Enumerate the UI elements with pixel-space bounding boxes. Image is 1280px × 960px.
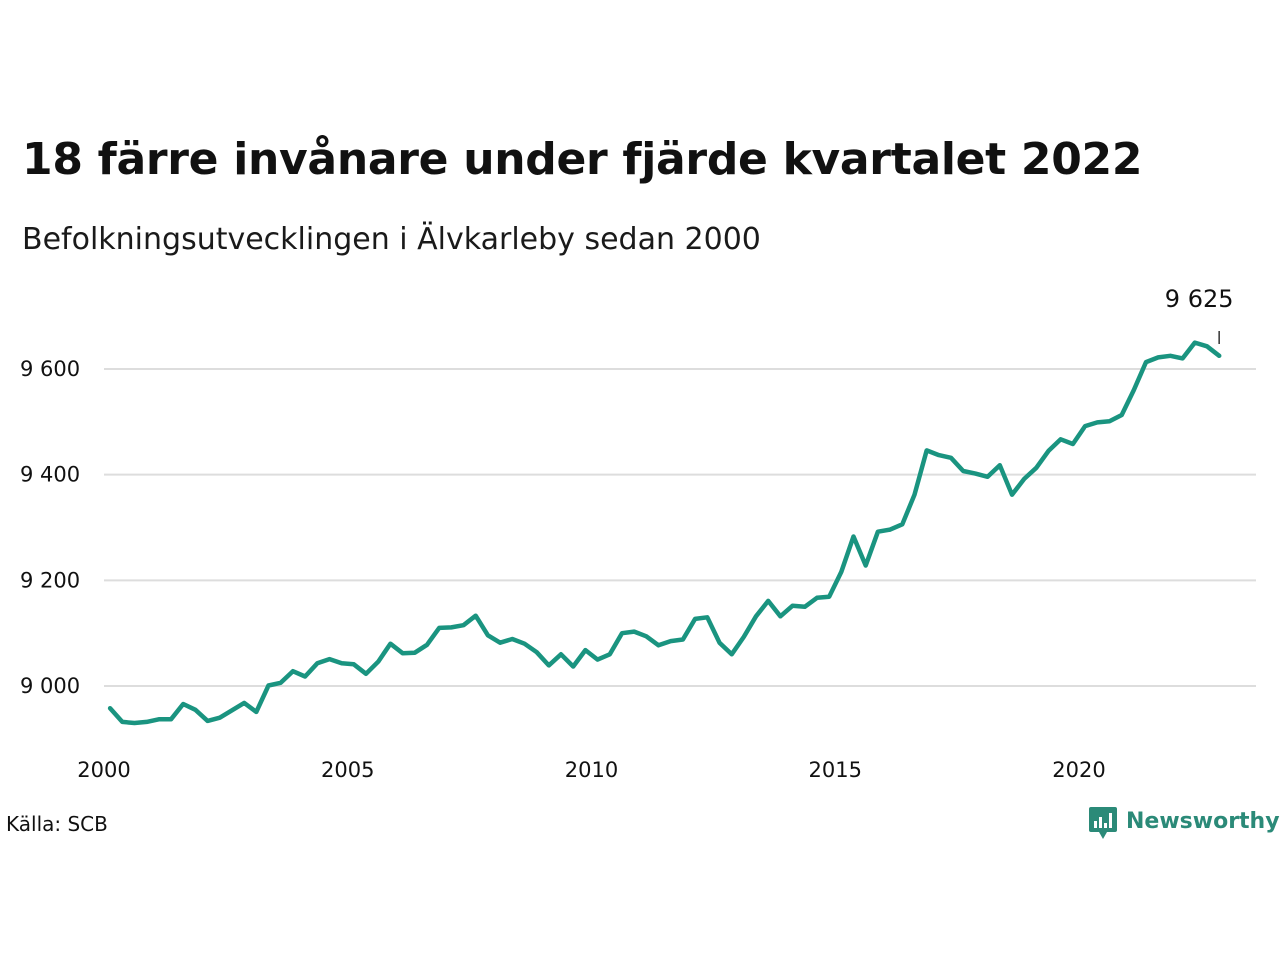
annotation-label: 9 625 — [1165, 285, 1234, 313]
y-tick-label: 9 200 — [20, 568, 80, 592]
x-tick-label: 2015 — [809, 758, 862, 782]
chart-title: 18 färre invånare under fjärde kvartalet… — [22, 134, 1143, 185]
x-axis-ticks: 2000 2005 2010 2015 2020 — [77, 758, 1105, 782]
x-tick-label: 2000 — [77, 758, 130, 782]
annotations: 9 625 — [1165, 285, 1234, 344]
newsworthy-chart-icon — [1089, 807, 1117, 839]
series-line — [107, 340, 1222, 726]
y-tick-label: 9 000 — [20, 674, 80, 698]
series-layer — [107, 340, 1222, 726]
gridlines — [104, 368, 1256, 687]
brand-name: Newsworthy — [1126, 809, 1280, 834]
source-note: Källa: SCB — [6, 812, 108, 836]
x-tick-label: 2010 — [565, 758, 618, 782]
x-tick-label: 2005 — [321, 758, 374, 782]
chart-subtitle: Befolkningsutvecklingen i Älvkarleby sed… — [22, 222, 761, 257]
newsworthy-logo[interactable]: Newsworthy — [1088, 804, 1280, 840]
y-tick-label: 9 600 — [20, 357, 80, 381]
y-axis-ticks: 9 000 9 200 9 400 9 600 — [20, 357, 80, 698]
x-tick-label: 2020 — [1052, 758, 1105, 782]
y-tick-label: 9 400 — [20, 463, 80, 487]
